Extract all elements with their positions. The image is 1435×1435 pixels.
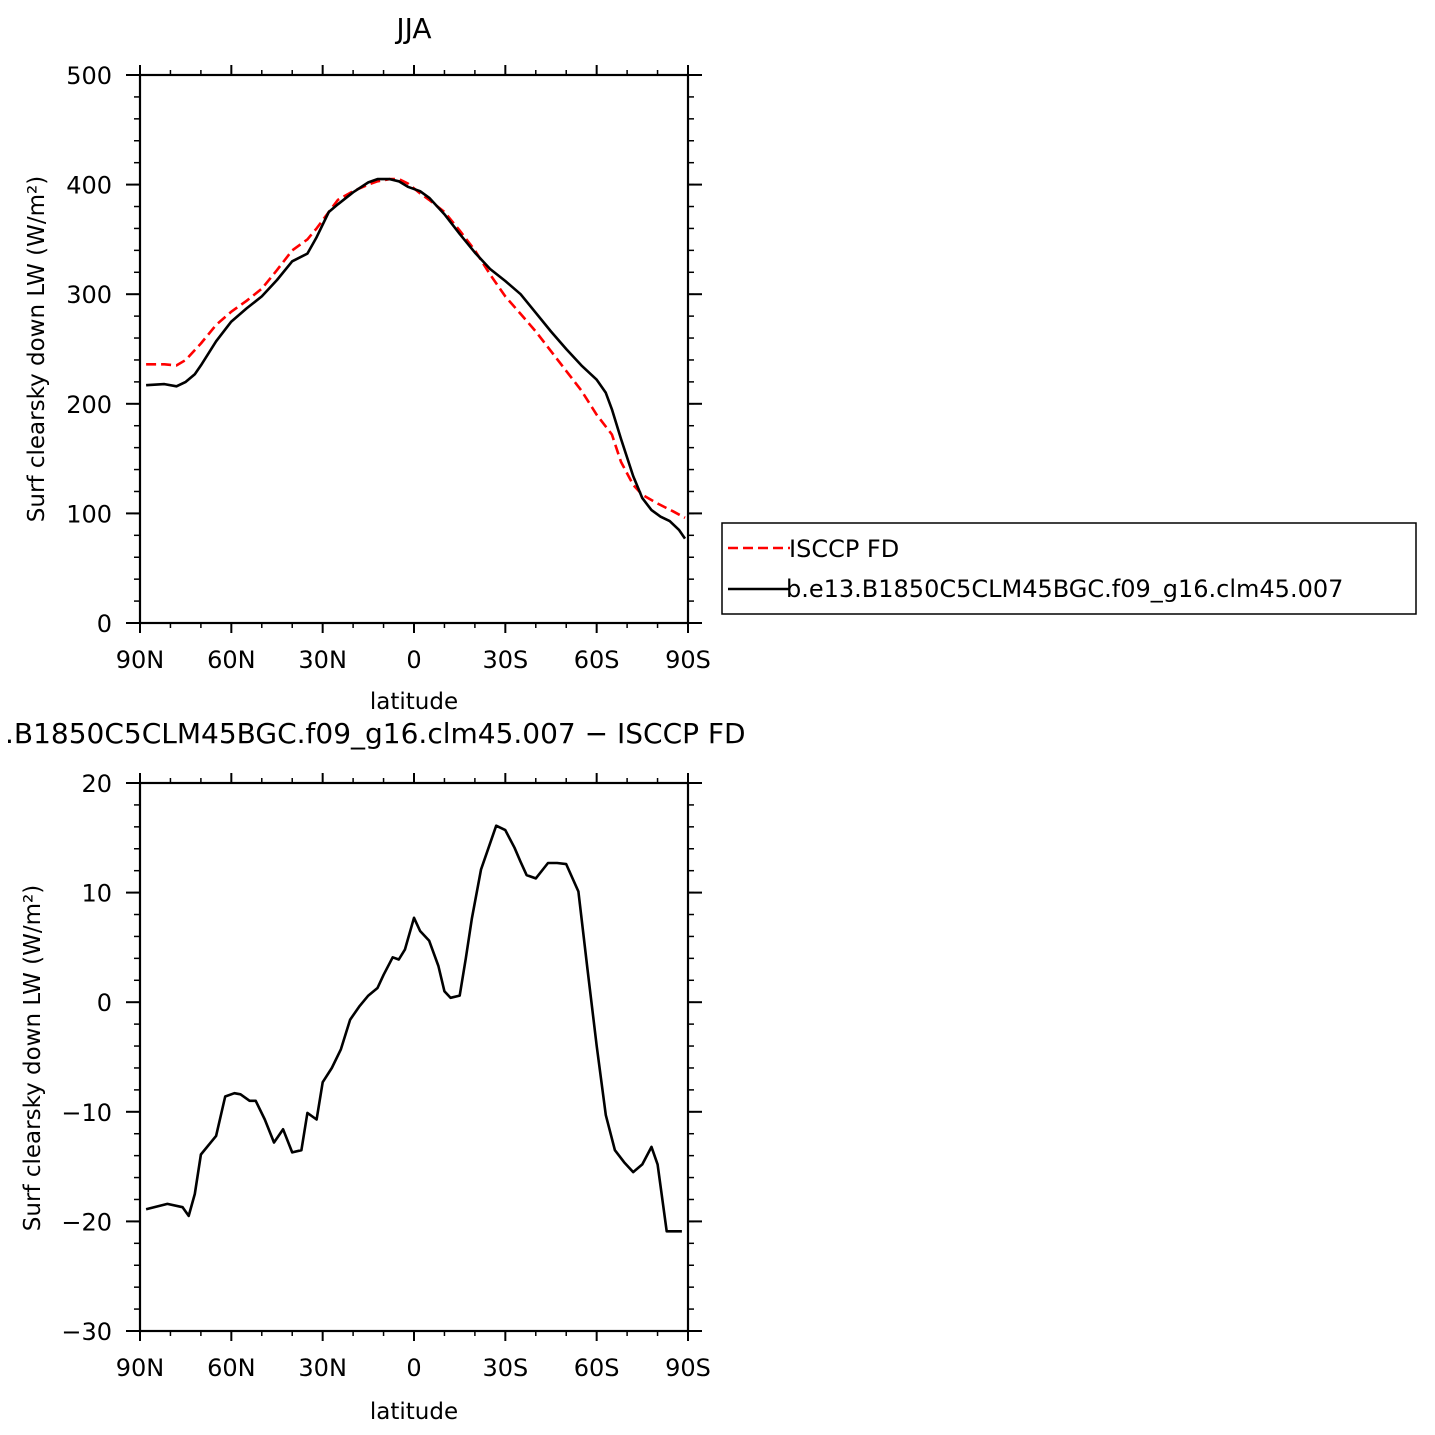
bottom-x-tick-label: 30N: [298, 1354, 347, 1382]
legend: ISCCP FD b.e13.B1850C5CLM45BGC.f09_g16.c…: [721, 522, 1417, 615]
top-x-tick-label: 90N: [116, 646, 165, 674]
bottom-y-tick-label: 10: [81, 880, 112, 908]
bottom-y-tick-label: −30: [61, 1318, 112, 1346]
bottom-x-tick-label: 30S: [482, 1354, 528, 1382]
top-panel: JJA 90N 60N 30N 0 30S 60S 90S0100200300400500 …: [24, 12, 1417, 715]
bottom-series-group: [145, 824, 682, 1233]
top-x-tick-label: 60S: [574, 646, 620, 674]
top-plot-frame: [138, 73, 690, 625]
top-x-tick-label: 30N: [298, 646, 347, 674]
top-series-group: [146, 177, 687, 540]
top-x-tick-label: 0: [406, 646, 421, 674]
bottom-series-line-difference: [145, 824, 682, 1233]
bottom-y-tick-label: 0: [97, 989, 112, 1017]
bottom-chart-title: .B1850C5CLM45BGC.f09_g16.clm45.007 − ISC…: [5, 717, 746, 750]
top-series-line-b-e13-b1850c5clm45bgc-f09-g16-clm45-007: [146, 177, 687, 540]
top-y-axis-label: Surf clearsky down LW (W/m²): [24, 176, 50, 522]
bottom-axes: 90N 60N 30N 0 30S 60S 90S −30 −20 −10 0 10 20: [61, 770, 711, 1382]
top-x-axis-label: latitude: [370, 689, 458, 715]
top-y-tick-label: 500: [66, 62, 112, 90]
top-chart-title: JJA: [394, 12, 431, 45]
bottom-panel: .B1850C5CLM45BGC.f09_g16.clm45.007 − ISC…: [5, 717, 746, 1425]
bottom-x-tick-label: 60N: [207, 1354, 256, 1382]
top-x-tick-label: 60N: [207, 646, 256, 674]
bottom-x-tick-label: 0: [406, 1354, 421, 1382]
bottom-y-axis-label: Surf clearsky down LW (W/m²): [20, 885, 46, 1231]
legend-label-isccp: ISCCP FD: [789, 535, 899, 563]
top-y-tick-label: 0: [97, 610, 112, 638]
bottom-y-tick-label: 20: [81, 770, 112, 798]
bottom-plot-frame: [138, 781, 690, 1333]
bottom-x-tick-label: 60S: [574, 1354, 620, 1382]
top-y-tick-label: 200: [66, 391, 112, 419]
top-axes: 90N 60N 30N 0 30S 60S 90S 0 100 200 300 400 500: [66, 62, 711, 674]
legend-label-model: b.e13.B1850C5CLM45BGC.f09_g16.clm45.007: [786, 575, 1343, 603]
bottom-y-tick-label: −20: [61, 1208, 112, 1236]
top-x-tick-label: 30S: [482, 646, 528, 674]
bottom-x-axis-label: latitude: [370, 1399, 458, 1425]
top-x-tick-label: 90S: [665, 646, 711, 674]
legend-box: [721, 522, 1417, 615]
top-series-line-isccp-fd: [146, 177, 686, 519]
bottom-x-tick-label: 90N: [116, 1354, 165, 1382]
bottom-y-tick-label: −10: [61, 1099, 112, 1127]
top-y-tick-label: 400: [66, 172, 112, 200]
top-y-tick-label: 100: [66, 500, 112, 528]
top-y-tick-label: 300: [66, 281, 112, 309]
bottom-x-tick-label: 90S: [665, 1354, 711, 1382]
